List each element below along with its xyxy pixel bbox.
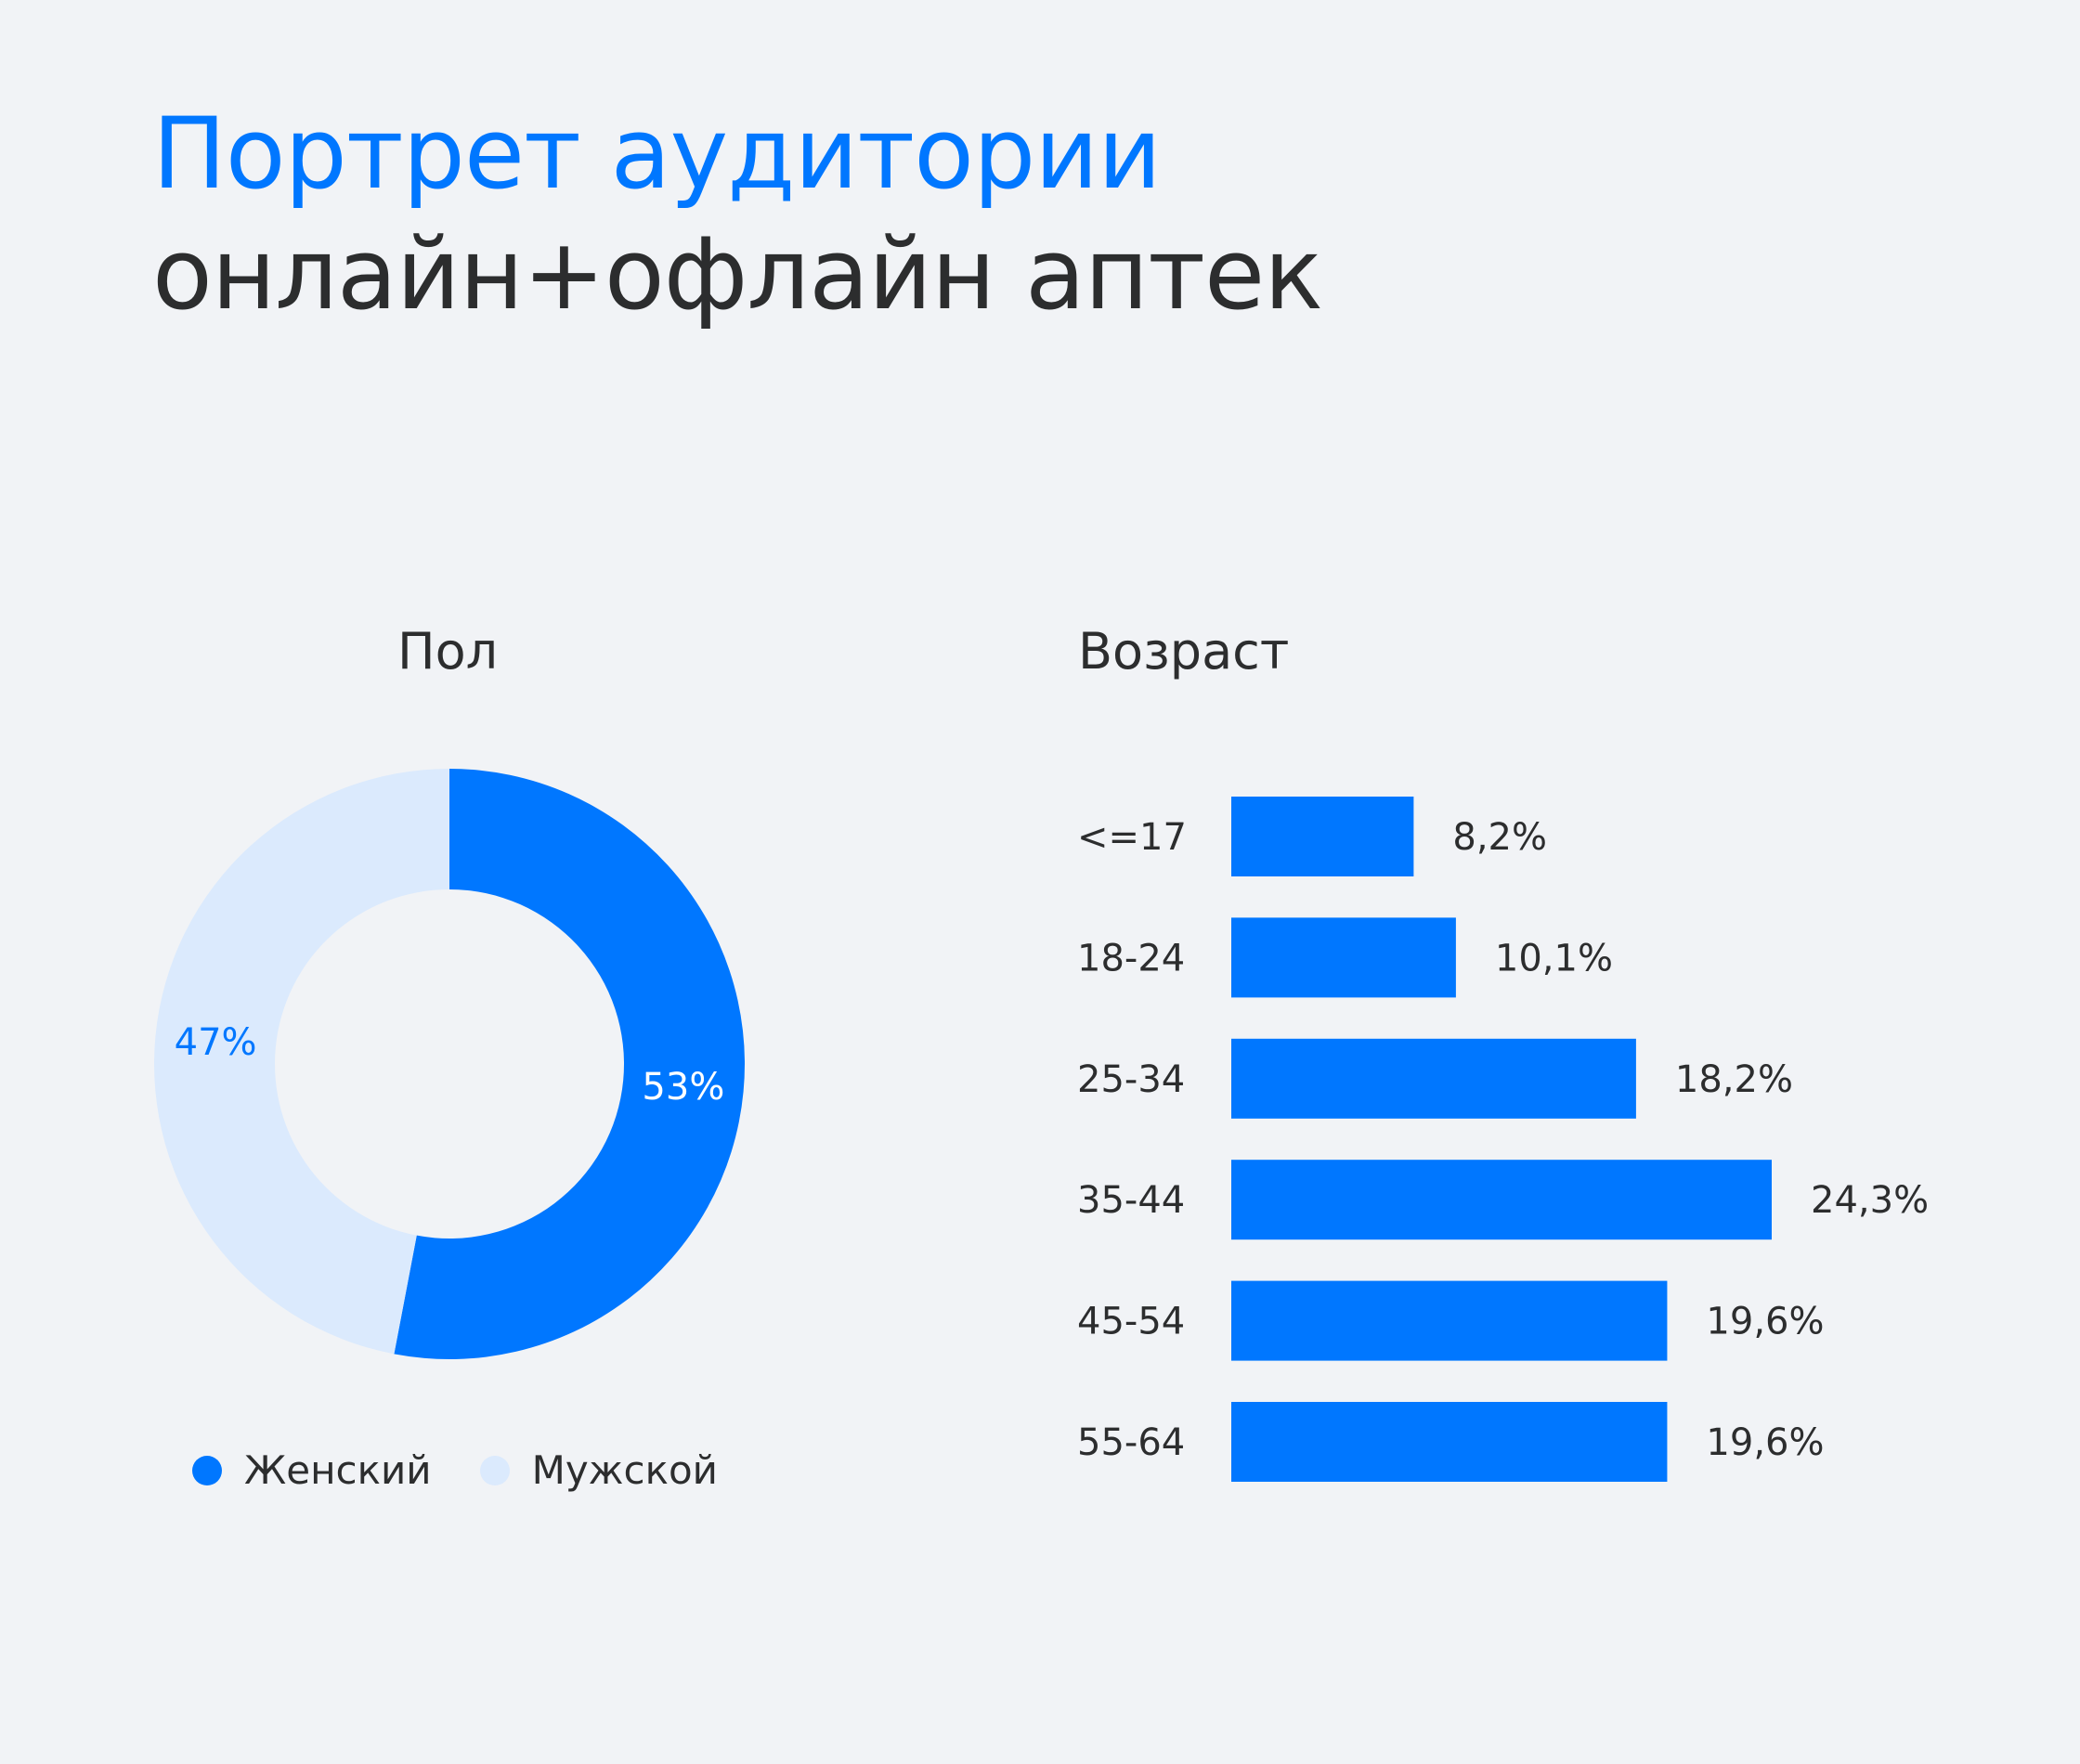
age-value-label: 19,6% — [1706, 1421, 1824, 1464]
age-chart-title: Возраст — [1078, 622, 1290, 681]
page-title-line-2: онлайн+офлайн аптек — [152, 217, 1323, 331]
age-bar-chart: <=17 8,2% 18-24 10,1% 25-34 18,2% 35-44 24,3% 45… — [1077, 797, 1929, 1482]
gender-legend: Женский Мужской — [192, 1451, 766, 1490]
legend-item-female: Женский — [192, 1451, 432, 1490]
age-bar — [1231, 1160, 1772, 1240]
age-value-label: 10,1% — [1495, 937, 1613, 979]
gender-chart-title: Пол — [397, 622, 499, 681]
age-category-label: 55-64 — [1077, 1421, 1185, 1464]
age-bar — [1231, 797, 1414, 876]
age-category-label: 25-34 — [1077, 1058, 1185, 1101]
legend-item-male: Мужской — [479, 1447, 718, 1493]
age-bar — [1231, 917, 1456, 998]
age-category-label: 45-54 — [1077, 1301, 1185, 1343]
donut-slice-female — [394, 769, 746, 1359]
age-category-label: 18-24 — [1077, 937, 1185, 979]
age-bar — [1231, 1280, 1668, 1361]
legend-label-female: Женский — [244, 1447, 432, 1493]
age-value-label: 19,6% — [1706, 1301, 1824, 1343]
donut-slice-male — [154, 769, 450, 1355]
donut-label-male: 47% — [175, 1021, 257, 1064]
legend-label-male: Мужской — [531, 1447, 718, 1493]
page-title-line-1: Портрет аудитории — [152, 97, 1162, 211]
age-value-label: 24,3% — [1811, 1179, 1929, 1222]
legend-swatch-female — [192, 1456, 222, 1485]
age-bar — [1231, 1402, 1668, 1482]
age-value-label: 8,2% — [1452, 816, 1547, 859]
donut-label-female: 53% — [642, 1066, 724, 1109]
age-category-label: <=17 — [1077, 816, 1187, 859]
gender-donut-chart: 53% 47% — [154, 769, 746, 1359]
age-category-label: 35-44 — [1077, 1179, 1185, 1222]
age-bar — [1231, 1038, 1636, 1119]
age-value-label: 18,2% — [1675, 1058, 1793, 1101]
legend-swatch-male — [479, 1456, 510, 1485]
